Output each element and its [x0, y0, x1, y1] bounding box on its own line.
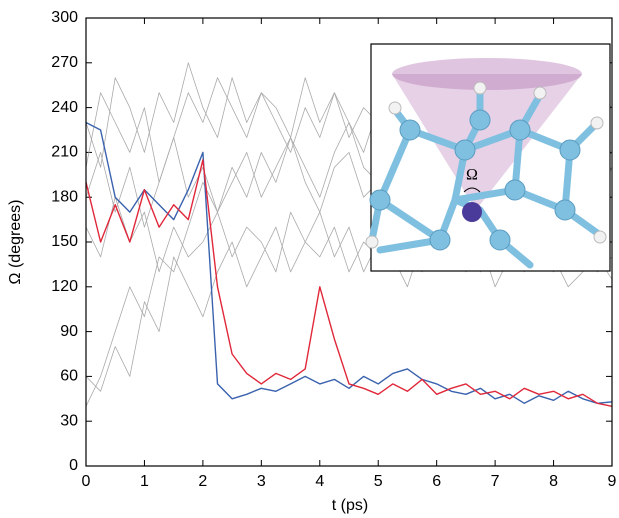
inset-hydrogen: [533, 86, 547, 100]
x-tick-label: 9: [608, 473, 617, 490]
y-tick-label: 300: [51, 9, 78, 26]
x-tick-label: 5: [374, 473, 383, 490]
inset-label: Ω: [466, 167, 478, 184]
inset-bond: [376, 126, 414, 204]
y-tick-label: 0: [69, 457, 78, 474]
inset-atom: [554, 199, 576, 221]
inset-atom: [429, 229, 451, 251]
y-tick-label: 180: [51, 188, 78, 205]
inset-atom: [504, 179, 526, 201]
inset-cone-top: [392, 58, 582, 90]
inset-bond: [376, 196, 444, 244]
inset-hydrogen: [593, 230, 607, 244]
x-axis-label: t (ps): [332, 497, 368, 514]
x-tick-label: 4: [315, 473, 324, 490]
inset-atom: [489, 229, 511, 251]
inset-hydrogen: [365, 235, 379, 249]
series-line: [85, 159, 613, 407]
x-tick-label: 0: [82, 473, 91, 490]
inset: Ω: [365, 43, 611, 272]
y-tick-label: 240: [51, 99, 78, 116]
x-tick-label: 6: [432, 473, 441, 490]
series-line: [85, 121, 613, 404]
y-tick-label: 30: [60, 412, 78, 429]
inset-hydrogen: [590, 116, 604, 130]
inset-atom: [559, 139, 581, 161]
x-tick-label: 3: [257, 473, 266, 490]
series-line: [85, 211, 613, 392]
y-tick-label: 150: [51, 233, 78, 250]
inset-atom: [369, 189, 391, 211]
inset-atom: [399, 119, 421, 141]
inset-hydrogen: [388, 101, 402, 115]
x-tick-label: 2: [198, 473, 207, 490]
inset-atom: [469, 109, 491, 131]
plot-frame: [85, 17, 613, 467]
inset-atom: [509, 119, 531, 141]
inset-angle-arc: [463, 187, 481, 193]
y-axis-label: Ω (degrees): [7, 200, 24, 285]
y-tick-label: 60: [60, 368, 78, 385]
y-tick-label: 120: [51, 278, 78, 295]
y-tick-label: 270: [51, 54, 78, 71]
inset-hydrogen: [473, 81, 487, 95]
inset-center-atom: [462, 202, 482, 222]
x-tick-label: 1: [140, 473, 149, 490]
x-tick-label: 8: [549, 473, 558, 490]
inset-atom: [454, 139, 476, 161]
y-tick-label: 90: [60, 323, 78, 340]
x-tick-label: 7: [491, 473, 500, 490]
y-tick-label: 210: [51, 144, 78, 161]
